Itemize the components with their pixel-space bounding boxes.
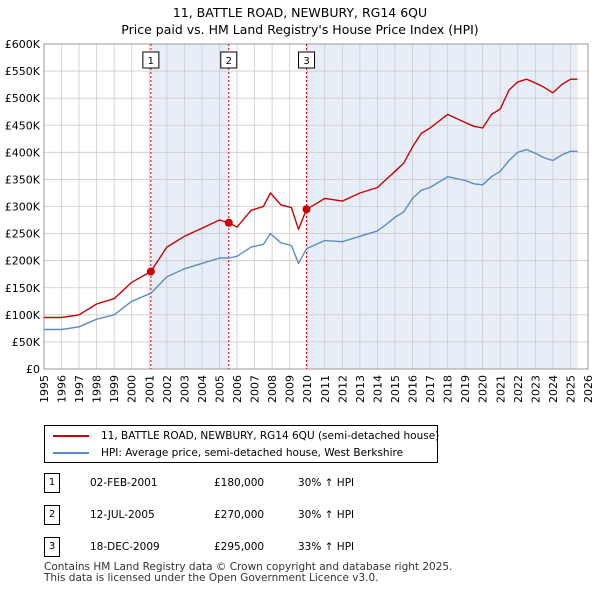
y-tick-label: £500K xyxy=(5,92,41,105)
x-tick-label: 2004 xyxy=(196,375,209,403)
x-tick-label: 2022 xyxy=(512,375,525,403)
y-tick-label: £50K xyxy=(12,336,41,349)
y-tick-label: £450K xyxy=(5,119,41,132)
x-tick-label: 2007 xyxy=(249,375,262,403)
sale-marker-box xyxy=(142,51,160,69)
x-tick-label: 1998 xyxy=(91,375,104,403)
y-tick-label: £250K xyxy=(5,228,41,241)
legend-swatch-property xyxy=(53,435,89,437)
sale-price: £295,000 xyxy=(214,541,265,553)
y-tick-label: £100K xyxy=(5,309,41,322)
x-tick-label: 2011 xyxy=(319,375,332,403)
property-price-line xyxy=(44,78,578,319)
legend-label-property: 11, BATTLE ROAD, NEWBURY, RG14 6QU (semi… xyxy=(101,430,440,442)
sale-point xyxy=(224,218,233,227)
x-tick-label: 2023 xyxy=(529,375,542,403)
sale-point xyxy=(302,205,311,214)
x-tick-label: 2020 xyxy=(477,375,490,403)
x-tick-label: 2016 xyxy=(407,375,420,403)
x-tick-label: 2000 xyxy=(126,375,139,403)
x-tick-label: 2008 xyxy=(266,375,279,403)
footer-licence: This data is licensed under the Open Gov… xyxy=(44,572,379,584)
sale-number-badge: 1 xyxy=(44,473,60,493)
legend-label-hpi: HPI: Average price, semi-detached house,… xyxy=(101,447,404,459)
y-tick-label: £400K xyxy=(5,146,41,159)
chart-title: 11, BATTLE ROAD, NEWBURY, RG14 6QU xyxy=(172,5,428,20)
x-tick-label: 2010 xyxy=(301,375,314,403)
sale-hpi-change: 33% ↑ HPI xyxy=(298,541,355,553)
x-tick-label: 2012 xyxy=(336,375,349,403)
sale-marker-label: 2 xyxy=(226,56,232,67)
x-tick-label: 2014 xyxy=(371,375,384,403)
sale-date: 02-FEB-2001 xyxy=(90,477,158,489)
chart-subtitle: Price paid vs. HM Land Registry's House … xyxy=(121,22,479,37)
legend-swatch-hpi xyxy=(53,452,89,454)
sale-hpi-change: 30% ↑ HPI xyxy=(298,509,355,521)
plot-area-border xyxy=(43,43,589,370)
x-tick-label: 2017 xyxy=(424,375,437,403)
sale-price: £180,000 xyxy=(214,477,265,489)
sale-number-badge: 3 xyxy=(44,537,60,557)
sale-marker-box xyxy=(220,51,238,69)
chart-legend: 11, BATTLE ROAD, NEWBURY, RG14 6QU (semi… xyxy=(44,425,440,463)
sale-date: 12-JUL-2005 xyxy=(90,509,155,521)
y-tick-label: £550K xyxy=(5,65,41,78)
x-tick-label: 2009 xyxy=(284,375,297,403)
x-tick-label: 2025 xyxy=(564,375,577,403)
x-tick-label: 2013 xyxy=(354,375,367,403)
x-tick-label: 1996 xyxy=(56,375,69,403)
x-tick-label: 1997 xyxy=(73,375,86,403)
y-tick-label: £150K xyxy=(5,282,41,295)
x-tick-label: 2001 xyxy=(143,375,156,403)
y-tick-label: £200K xyxy=(5,255,41,268)
x-tick-label: 2002 xyxy=(161,375,174,403)
x-tick-label: 2005 xyxy=(213,375,226,403)
sale-point xyxy=(146,267,155,276)
sale-marker-label: 1 xyxy=(148,56,154,67)
x-tick-label: 2003 xyxy=(178,375,191,403)
x-tick-label: 2015 xyxy=(389,375,402,403)
x-tick-label: 2018 xyxy=(442,375,455,403)
hpi-line xyxy=(44,148,578,331)
price-chart: £0 £50K £100K £150K £200K £250K £300K £350K £400… xyxy=(5,38,595,403)
x-tick-label: 1999 xyxy=(108,375,121,403)
x-tick-label: 1995 xyxy=(38,375,51,403)
y-tick-label: £350K xyxy=(5,173,41,186)
sale-marker-box xyxy=(298,51,316,69)
footer-copyright: Contains HM Land Registry data © Crown c… xyxy=(44,561,453,573)
x-tick-label: 2006 xyxy=(231,375,244,403)
y-tick-label: £300K xyxy=(5,201,41,214)
sale-date: 18-DEC-2009 xyxy=(90,541,160,553)
sale-number-badge: 2 xyxy=(44,505,60,525)
y-tick-label: £0 xyxy=(26,363,40,376)
sale-price: £270,000 xyxy=(214,509,265,521)
sale-marker-label: 3 xyxy=(303,56,309,67)
x-tick-label: 2026 xyxy=(582,375,595,403)
y-tick-label: £600K xyxy=(5,38,41,51)
x-tick-label: 2019 xyxy=(459,375,472,403)
x-tick-label: 2024 xyxy=(547,375,560,403)
x-tick-label: 2021 xyxy=(494,375,507,403)
sale-hpi-change: 30% ↑ HPI xyxy=(298,477,355,489)
